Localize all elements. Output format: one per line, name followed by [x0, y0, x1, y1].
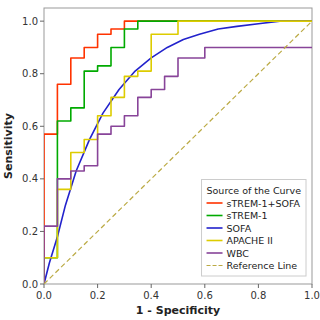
series-line: [44, 21, 312, 284]
y-axis-label: Sensitivity: [2, 113, 15, 179]
series-line: [44, 21, 312, 284]
series-line: [44, 21, 312, 284]
x-tick-label: 0.0: [36, 290, 52, 301]
y-tick: [40, 73, 44, 74]
series-line: [44, 21, 312, 284]
legend: Source of the Curve sTREM-1+SOFAsTREM-1 SO…: [202, 180, 306, 277]
y-tick: [40, 21, 44, 22]
x-tick-label: 0.8: [250, 290, 266, 301]
y-tick: [40, 178, 44, 179]
y-tick: [40, 126, 44, 127]
series-line: [44, 47, 312, 284]
legend-label: SOFA: [227, 223, 252, 234]
y-tick-label: 0.8: [22, 68, 38, 79]
y-tick: [40, 284, 44, 285]
y-tick-label: 0.4: [22, 173, 38, 184]
chart: 0.0 0.2 0.4 0.6 0.8 1.0 0.0 0.2 0.4 0.6 0.8 1.0 1 - …: [0, 0, 320, 320]
x-tick: [151, 284, 152, 288]
legend-swatch: [207, 227, 223, 229]
y-tick-label: 0.2: [22, 226, 38, 237]
series-line: [44, 21, 312, 284]
plot-area: [44, 21, 312, 284]
x-tick-label: 0.6: [197, 290, 213, 301]
legend-swatch: [207, 215, 223, 217]
legend-swatch: [207, 240, 223, 242]
legend-swatch: [207, 252, 223, 254]
x-tick-label: 0.4: [143, 290, 159, 301]
x-axis-label: 1 - Specificity: [136, 304, 220, 317]
legend-label: WBC: [227, 248, 250, 259]
legend-title: Source of the Curve: [207, 185, 302, 196]
x-tick: [44, 284, 45, 288]
x-tick-label: 0.2: [90, 290, 106, 301]
y-tick-label: 0.6: [22, 121, 38, 132]
x-tick-label: 1.0: [304, 290, 320, 301]
legend-box: [202, 180, 306, 277]
x-tick: [204, 284, 205, 288]
x-tick: [258, 284, 259, 288]
legend-swatch: [207, 265, 223, 266]
legend-label: APACHE II: [227, 235, 273, 246]
legend-label: Reference Line: [227, 260, 298, 271]
legend-swatch: [207, 202, 223, 204]
x-tick: [97, 284, 98, 288]
y-tick-label: 1.0: [22, 16, 38, 27]
legend-label: sTREM-1: [227, 210, 268, 221]
plot-frame: [44, 8, 312, 284]
y-tick-label: 0.0: [22, 279, 38, 290]
legend-label: sTREM-1+SOFA: [227, 198, 301, 209]
x-tick: [312, 284, 313, 288]
y-tick: [40, 231, 44, 232]
